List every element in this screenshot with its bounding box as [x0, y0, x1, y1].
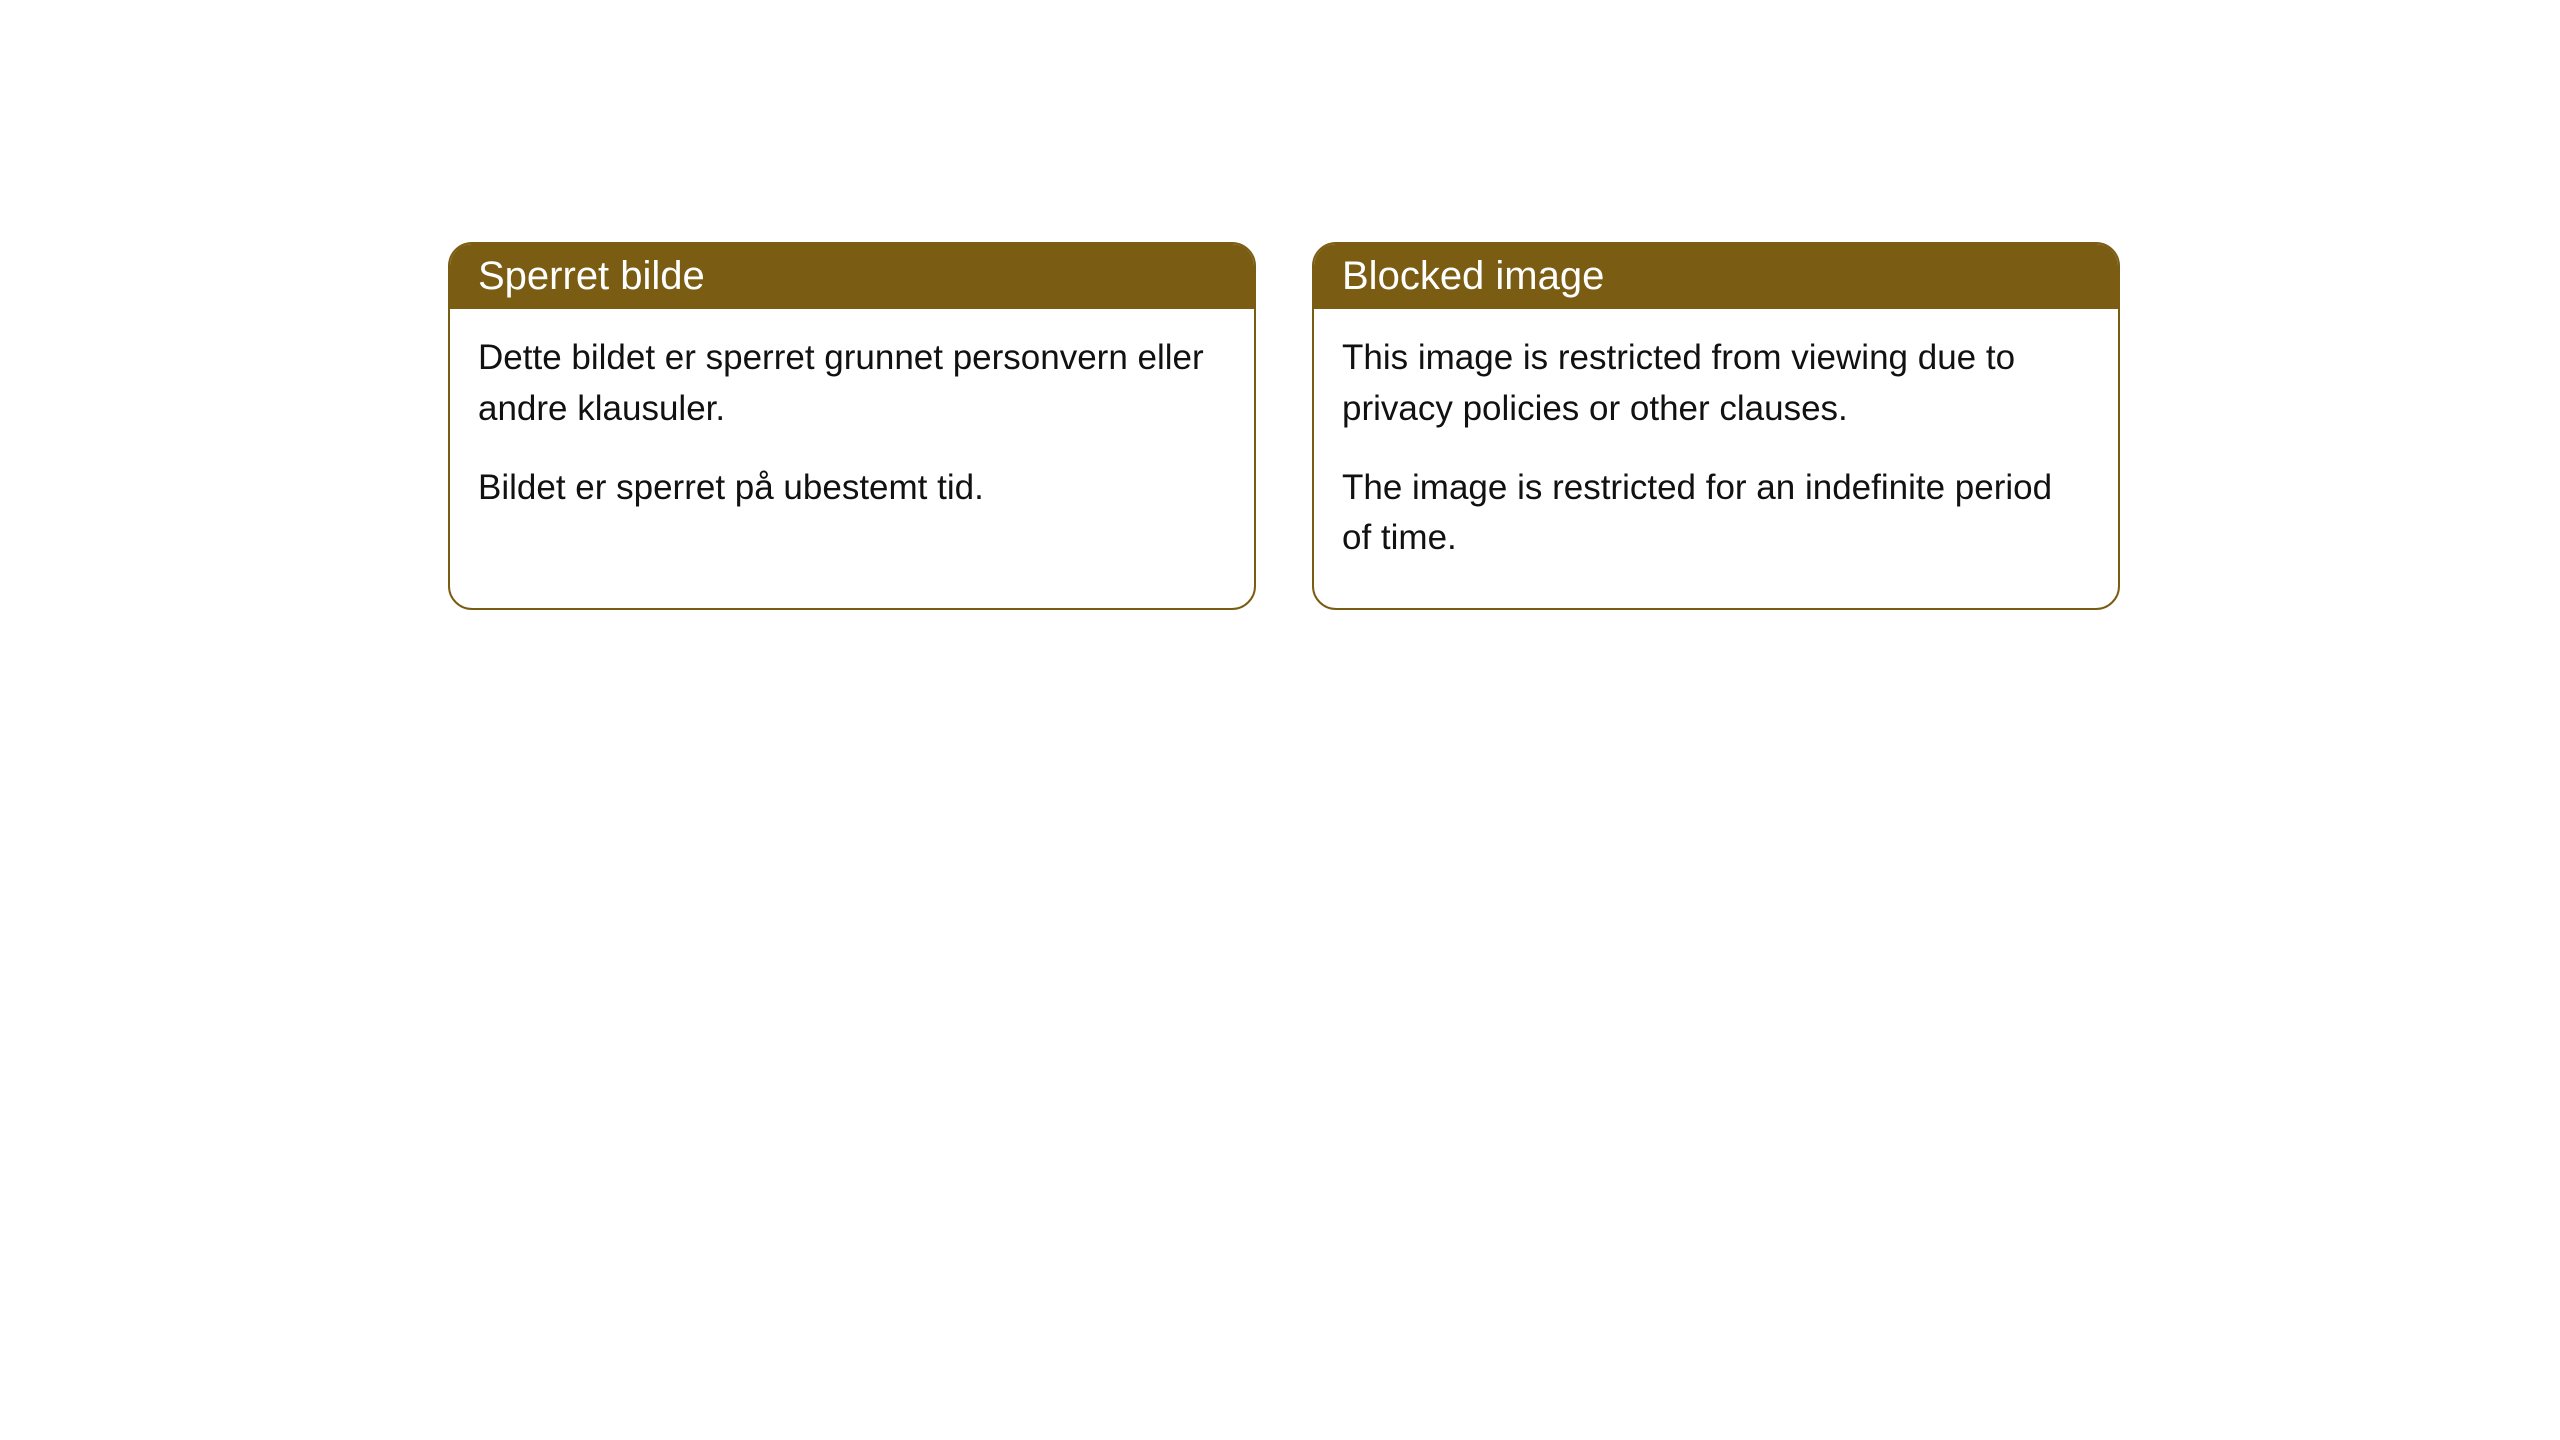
notice-title: Sperret bilde [450, 244, 1254, 309]
notice-title: Blocked image [1314, 244, 2118, 309]
notice-paragraph: This image is restricted from viewing du… [1342, 333, 2090, 435]
notice-paragraph: Bildet er sperret på ubestemt tid. [478, 463, 1226, 514]
notice-card-english: Blocked image This image is restricted f… [1312, 242, 2120, 610]
notice-container: Sperret bilde Dette bildet er sperret gr… [0, 0, 2560, 610]
notice-card-norwegian: Sperret bilde Dette bildet er sperret gr… [448, 242, 1256, 610]
notice-body: Dette bildet er sperret grunnet personve… [450, 309, 1254, 557]
notice-body: This image is restricted from viewing du… [1314, 309, 2118, 608]
notice-paragraph: The image is restricted for an indefinit… [1342, 463, 2090, 565]
notice-paragraph: Dette bildet er sperret grunnet personve… [478, 333, 1226, 435]
